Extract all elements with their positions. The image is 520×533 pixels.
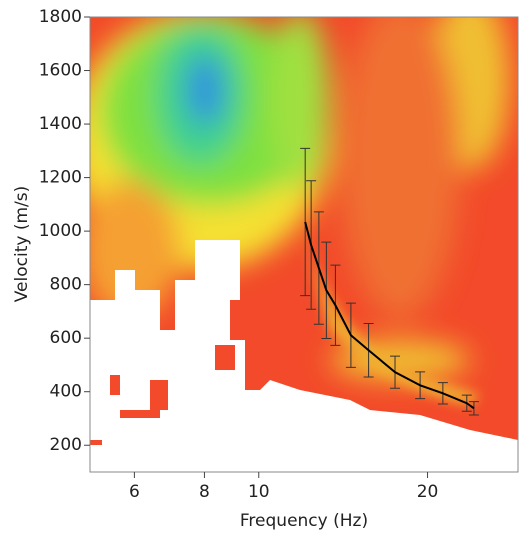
y-axis-label: Velocity (m/s) [12, 186, 32, 303]
x-tick-label: 6 [129, 482, 140, 502]
y-tick-label: 1200 [39, 168, 82, 188]
x-tick-label: 10 [248, 482, 270, 502]
x-tick-label: 8 [199, 482, 210, 502]
y-tick-label: 600 [50, 328, 82, 348]
y-tick-label: 1400 [39, 114, 82, 134]
plot-frame [89, 16, 519, 473]
x-tick-label: 20 [417, 482, 439, 502]
dispersion-curve [304, 221, 475, 410]
y-tick-label: 400 [50, 382, 82, 402]
x-axis-label: Frequency (Hz) [240, 511, 368, 531]
y-tick-label: 1800 [39, 7, 82, 27]
y-tick-label: 200 [50, 435, 82, 455]
y-tick-label: 800 [50, 275, 82, 295]
y-tick-label: 1000 [39, 221, 82, 241]
dispersion-image [90, 17, 518, 472]
y-tick-label: 1600 [39, 61, 82, 81]
